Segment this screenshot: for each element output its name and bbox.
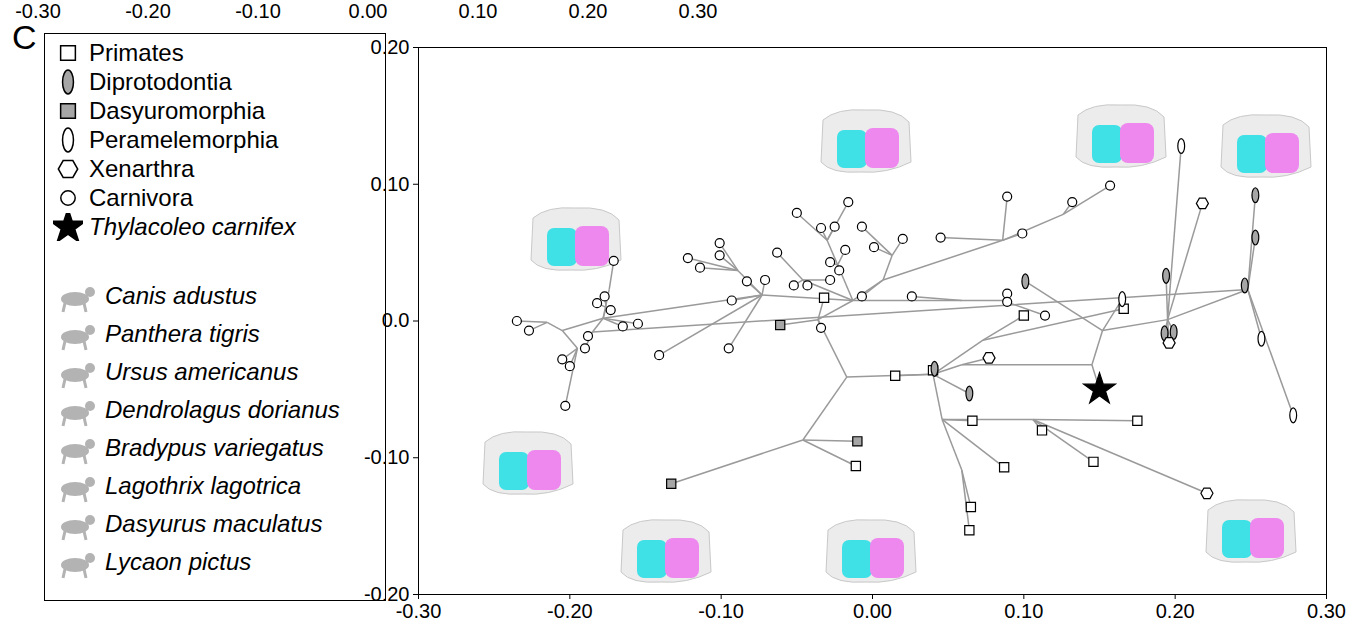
- svg-text:0.20: 0.20: [371, 36, 410, 58]
- svg-text:0.10: 0.10: [371, 173, 410, 195]
- html-text:0.00: 0.00: [348, 0, 388, 22]
- html-text:Carnivora: Carnivora: [89, 183, 193, 211]
- svg-text:0.20: 0.20: [1156, 600, 1195, 622]
- html-text:Panthera tigris: Panthera tigris: [105, 320, 260, 347]
- html-text:-0.20: -0.20: [125, 0, 171, 22]
- svg-text:-0.20: -0.20: [547, 600, 593, 622]
- html-text:Primates: Primates: [89, 38, 184, 66]
- html-text:0.10: 0.10: [458, 0, 498, 22]
- svg-text:-0.20: -0.20: [363, 582, 410, 605]
- html-text:-0.30: -0.30: [15, 0, 61, 22]
- html-text:Peramelemorphia: Peramelemorphia: [89, 125, 279, 153]
- html-text:Thylacoleo carnifex: Thylacoleo carnifex: [89, 212, 296, 240]
- html-text:Lagothrix lagotrica: Lagothrix lagotrica: [105, 472, 302, 499]
- html-text:0.20: 0.20: [568, 0, 608, 22]
- html-text:Lycaon pictus: Lycaon pictus: [105, 548, 252, 575]
- svg-text:0.00: 0.00: [853, 600, 892, 622]
- html-text:0.30: 0.30: [678, 0, 718, 22]
- html-text:Ursus americanus: Ursus americanus: [105, 358, 299, 385]
- html-text:Bradypus variegatus: Bradypus variegatus: [105, 434, 324, 461]
- svg-text:0.0: 0.0: [382, 309, 410, 331]
- html-text:Dendrolagus dorianus: Dendrolagus dorianus: [105, 396, 340, 423]
- svg-text:0.10: 0.10: [1004, 600, 1043, 622]
- html-text:Dasyuromorphia: Dasyuromorphia: [89, 96, 266, 124]
- svg-text:0.30: 0.30: [1307, 600, 1346, 622]
- svg-text:-0.10: -0.10: [364, 446, 410, 468]
- html-text:Xenarthra: Xenarthra: [89, 154, 195, 182]
- svg-text:-0.30: -0.30: [396, 600, 442, 622]
- svg-text:-0.10: -0.10: [698, 600, 744, 622]
- html-text:-0.10: -0.10: [235, 0, 281, 22]
- html-text:Canis adustus: Canis adustus: [105, 282, 258, 309]
- html-text:Diprotodontia: Diprotodontia: [89, 67, 232, 95]
- html-text:C: C: [12, 18, 37, 56]
- html-text:Dasyurus maculatus: Dasyurus maculatus: [105, 510, 323, 537]
